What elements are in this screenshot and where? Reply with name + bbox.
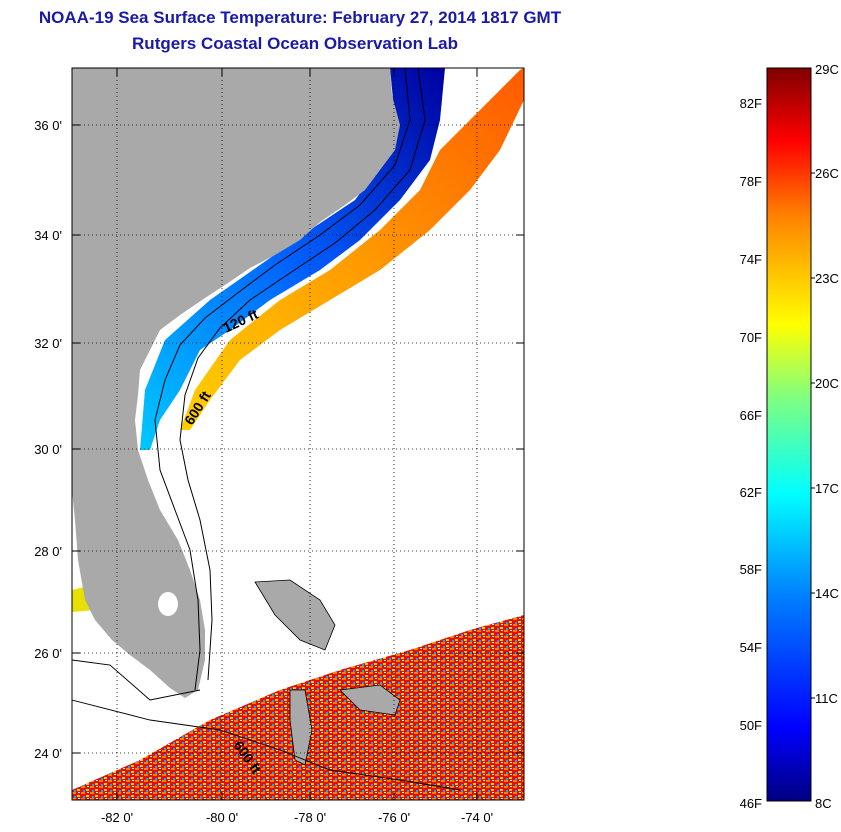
lon-label-74: -74 0' — [461, 810, 493, 825]
colorbar-c-26: 26C — [815, 166, 839, 181]
lon-label-76: -76 0' — [378, 810, 410, 825]
colorbar-c-29: 29C — [815, 62, 839, 77]
land-us-southeast — [72, 68, 400, 698]
colorbar-f-50: 50F — [740, 718, 762, 733]
colorbar-f-54: 54F — [740, 640, 762, 655]
colorbar-f-82: 82F — [740, 96, 762, 111]
lat-label-28: 28 0' — [34, 544, 62, 559]
contour-gulf — [72, 659, 201, 701]
colorbar-c-8: 8C — [815, 796, 832, 811]
colorbar-f-66: 66F — [740, 408, 762, 423]
lat-label-30: 30 0' — [34, 442, 62, 457]
map-title: NOAA-19 Sea Surface Temperature: Februar… — [38, 8, 562, 27]
map-frame — [71, 67, 525, 801]
colorbar — [766, 67, 812, 802]
colorbar-f-78: 78F — [740, 174, 762, 189]
colorbar-c-20: 20C — [815, 376, 839, 391]
colorbar-f-70: 70F — [740, 330, 762, 345]
colorbar-c-14: 14C — [815, 586, 839, 601]
colorbar-ticks — [811, 172, 815, 699]
map-ticks — [72, 68, 524, 800]
contour-keys — [72, 699, 461, 791]
colorbar-c-17: 17C — [815, 481, 839, 496]
colorbar-f-46: 46F — [740, 796, 762, 811]
lat-label-34: 34 0' — [34, 228, 62, 243]
lat-label-36: 36 0' — [34, 118, 62, 133]
colorbar-c-11: 11C — [815, 691, 838, 706]
lat-label-26: 26 0' — [34, 646, 62, 661]
colorbar-f-74: 74F — [740, 252, 762, 267]
map-grid — [72, 68, 524, 800]
lon-label-80: -80 0' — [206, 810, 238, 825]
lat-label-24: 24 0' — [34, 746, 62, 761]
island-andros — [289, 689, 313, 766]
island-exuma — [339, 684, 401, 716]
colorbar-f-58: 58F — [740, 562, 762, 577]
gulf-stream-band — [180, 68, 524, 430]
island-bahamas-north — [254, 579, 336, 651]
lon-label-78: -78 0' — [294, 810, 326, 825]
map-subtitle: Rutgers Coastal Ocean Observation Lab — [132, 34, 458, 53]
lon-label-82: -82 0' — [101, 810, 133, 825]
colorbar-f-62: 62F — [740, 485, 762, 500]
lat-label-32: 32 0' — [34, 336, 62, 351]
lake-okeechobee — [158, 592, 178, 616]
shelf-water-band — [140, 68, 445, 450]
colorbar-c-23: 23C — [815, 271, 839, 286]
contour-120ft — [154, 68, 411, 691]
